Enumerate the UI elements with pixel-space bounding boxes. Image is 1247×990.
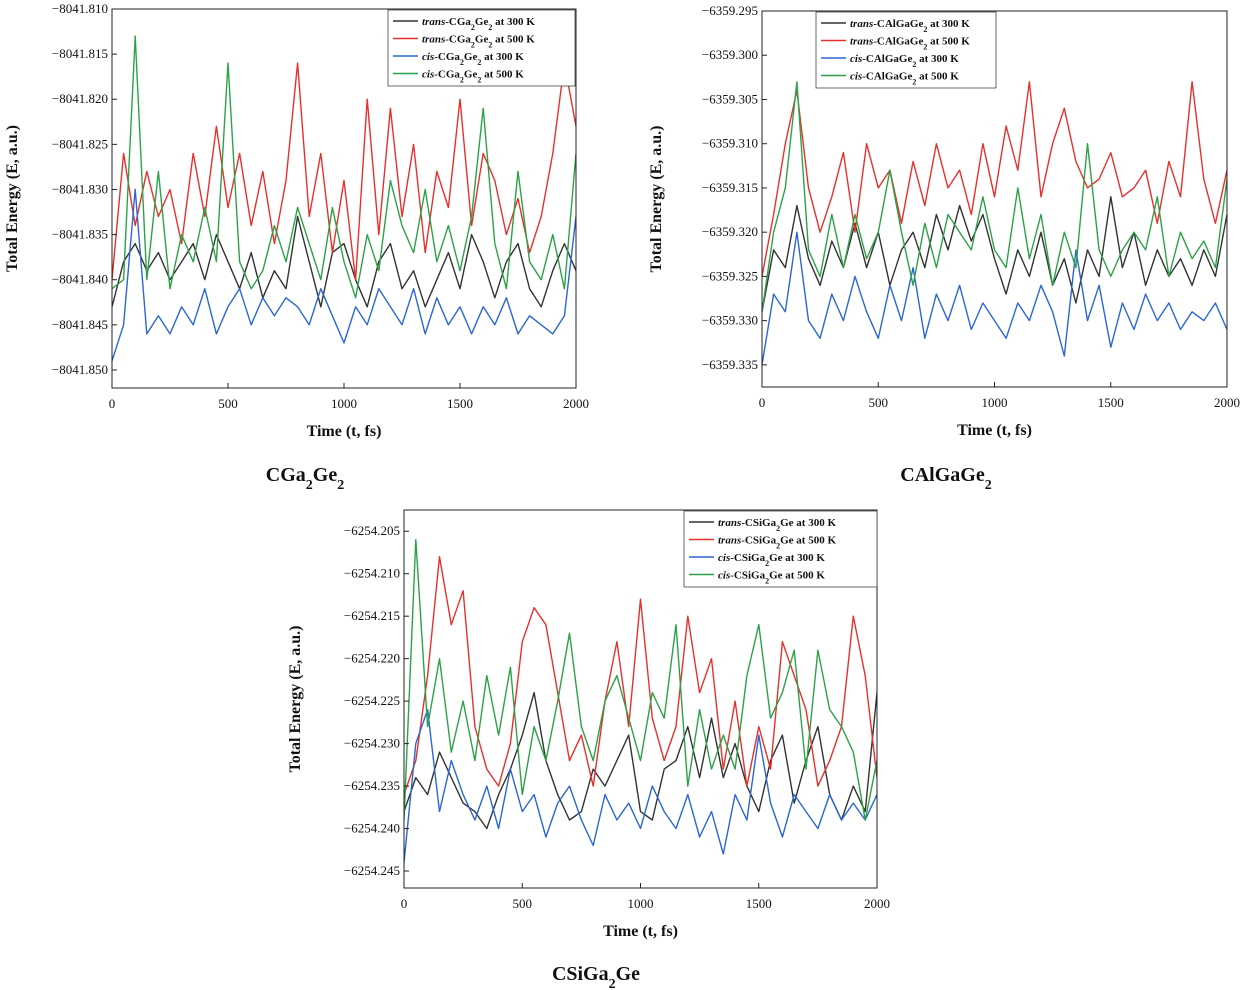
series-line-0 bbox=[404, 691, 877, 830]
y-tick-label: −8041.835 bbox=[52, 227, 108, 242]
x-tick-label: 2000 bbox=[864, 896, 890, 911]
legend-entry-0: trans-CGa2Ge2 at 300 K bbox=[422, 16, 535, 32]
x-tick-label: 1000 bbox=[331, 396, 357, 411]
legend-entry-3: cis-CGa2Ge2 at 500 K bbox=[422, 69, 524, 85]
y-tick-label: −6359.300 bbox=[702, 47, 758, 62]
series-group bbox=[112, 35, 576, 362]
y-tick-label: −8041.840 bbox=[52, 272, 108, 287]
y-axis-label: Total Energy (E, a.u.) bbox=[287, 626, 304, 773]
y-tick-label: −6359.320 bbox=[702, 224, 758, 239]
legend-entry-1: trans-CGa2Ge2 at 500 K bbox=[422, 34, 535, 50]
legend-entry-3: cis-CAlGaGe2 at 500 K bbox=[850, 71, 959, 87]
series-group bbox=[404, 539, 877, 863]
y-axis-label: Total Energy (E, a.u.) bbox=[4, 125, 21, 272]
y-tick-label: −6359.310 bbox=[702, 136, 758, 151]
y-tick-label: −8041.850 bbox=[52, 362, 108, 377]
y-tick-label: −6254.205 bbox=[344, 523, 400, 538]
x-axis-label: Time (t, fs) bbox=[307, 423, 382, 440]
y-tick-label: −8041.815 bbox=[52, 46, 108, 61]
legend-entry-2: cis-CAlGaGe2 at 300 K bbox=[850, 53, 959, 69]
chart-caption: CGa2Ge2 bbox=[266, 464, 344, 493]
y-tick-label: −8041.825 bbox=[52, 136, 108, 151]
y-tick-label: −6254.210 bbox=[344, 566, 400, 581]
legend-entry-0: trans-CAlGaGe2 at 300 K bbox=[850, 18, 970, 34]
x-tick-label: 1500 bbox=[447, 396, 473, 411]
series-line-2 bbox=[112, 188, 576, 362]
chart-caption: CAlGaGe2 bbox=[900, 464, 991, 493]
legend-entry-1: trans-CSiGa2Ge at 500 K bbox=[718, 535, 836, 551]
series-line-0 bbox=[762, 196, 1227, 312]
y-tick-label: −8041.820 bbox=[52, 91, 108, 106]
y-tick-label: −6359.330 bbox=[702, 313, 758, 328]
x-axis-label: Time (t, fs) bbox=[603, 923, 678, 940]
x-tick-label: 500 bbox=[869, 395, 889, 410]
x-axis-label: Time (t, fs) bbox=[957, 422, 1032, 439]
series-line-1 bbox=[112, 62, 576, 281]
series-line-0 bbox=[112, 215, 576, 308]
y-tick-label: −6359.305 bbox=[702, 91, 758, 106]
y-tick-label: −6254.225 bbox=[344, 693, 400, 708]
series-line-1 bbox=[762, 81, 1227, 277]
series-group bbox=[762, 81, 1227, 366]
chart-cga2ge2: 0 500 1000 1500 2000 −8041.810 −8041.815 −8041.… bbox=[4, 1, 589, 493]
y-tick-label: −6254.235 bbox=[344, 778, 400, 793]
legend-entry-1: trans-CAlGaGe2 at 500 K bbox=[850, 36, 970, 52]
legend-entry-2: cis-CSiGa2Ge at 300 K bbox=[718, 552, 825, 568]
y-axis-label: Total Energy (E, a.u.) bbox=[648, 126, 665, 273]
legend-entry-2: cis-CGa2Ge2 at 300 K bbox=[422, 51, 524, 67]
legend: trans-CAlGaGe2 at 300 K trans-CAlGaGe2 at… bbox=[815, 11, 997, 89]
y-tick-label: −6359.315 bbox=[702, 180, 758, 195]
y-tick-label: −8041.830 bbox=[52, 181, 108, 196]
chart-csiga2ge: 0 500 1000 1500 2000 −6254.205 −6254.210 −6254.… bbox=[287, 509, 890, 990]
series-line-3 bbox=[762, 81, 1227, 312]
legend: trans-CSiGa2Ge at 300 K trans-CSiGa2Ge at… bbox=[683, 510, 878, 588]
x-tick-label: 1500 bbox=[1098, 395, 1124, 410]
chart-calgage2: 0 500 1000 1500 2000 −6359.295 −6359.300 −6359.… bbox=[648, 3, 1240, 493]
series-line-3 bbox=[404, 539, 877, 821]
y-tick-label: −6359.325 bbox=[702, 268, 758, 283]
legend: trans-CGa2Ge2 at 300 K trans-CGa2Ge2 at 5… bbox=[387, 9, 576, 87]
y-tick-label: −6254.245 bbox=[344, 863, 400, 878]
series-line-2 bbox=[762, 231, 1227, 366]
series-line-2 bbox=[404, 708, 877, 863]
y-tick-label: −6359.295 bbox=[702, 3, 758, 18]
legend-entry-3: cis-CSiGa2Ge at 500 K bbox=[718, 570, 825, 586]
x-tick-label: 0 bbox=[109, 396, 116, 411]
series-line-3 bbox=[112, 35, 576, 299]
x-tick-label: 2000 bbox=[563, 396, 589, 411]
chart-caption: CSiGa2Ge bbox=[552, 963, 640, 990]
y-tick-label: −8041.845 bbox=[52, 317, 108, 332]
x-tick-label: 1500 bbox=[746, 896, 772, 911]
y-tick-label: −6254.215 bbox=[344, 608, 400, 623]
x-tick-label: 0 bbox=[759, 395, 766, 410]
y-tick-label: −6254.230 bbox=[344, 736, 400, 751]
y-tick-label: −6254.220 bbox=[344, 651, 400, 666]
legend-entry-0: trans-CSiGa2Ge at 300 K bbox=[718, 517, 836, 533]
x-tick-label: 1000 bbox=[982, 395, 1008, 410]
y-tick-label: −6254.240 bbox=[344, 821, 400, 836]
x-tick-label: 0 bbox=[401, 896, 408, 911]
x-tick-label: 500 bbox=[218, 396, 238, 411]
legend-box bbox=[387, 9, 576, 87]
y-tick-label: −8041.810 bbox=[52, 1, 108, 16]
x-tick-label: 500 bbox=[513, 896, 533, 911]
legend-box bbox=[683, 510, 878, 588]
y-tick-label: −6359.335 bbox=[702, 357, 758, 372]
x-tick-label: 2000 bbox=[1214, 395, 1240, 410]
x-tick-label: 1000 bbox=[628, 896, 654, 911]
